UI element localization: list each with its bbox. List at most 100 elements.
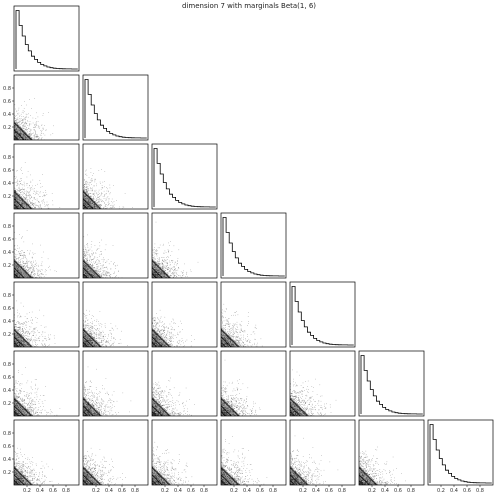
- scatter-point: [34, 266, 35, 267]
- scatter-point: [163, 273, 164, 274]
- scatter-point: [152, 249, 154, 251]
- scatter-point: [85, 183, 86, 184]
- scatter-point: [90, 330, 91, 332]
- scatter-point: [38, 138, 39, 139]
- scatter-point: [16, 181, 17, 183]
- scatter-point: [84, 200, 86, 201]
- scatter-point: [169, 268, 171, 269]
- scatter-point: [17, 266, 19, 267]
- scatter-point: [91, 205, 92, 206]
- scatter-point: [14, 256, 16, 258]
- scatter-point: [15, 344, 17, 346]
- y-tick-label: 0.4: [3, 319, 11, 325]
- scatter-point: [34, 129, 35, 131]
- scatter-point: [152, 254, 153, 255]
- scatter-point: [23, 273, 24, 275]
- scatter-point: [164, 274, 165, 275]
- scatter-point: [17, 342, 18, 343]
- scatter-point: [37, 191, 39, 192]
- scatter-point: [165, 267, 167, 269]
- scatter-point: [83, 202, 85, 204]
- scatter-point: [20, 204, 22, 206]
- scatter-point: [93, 206, 95, 207]
- scatter-point: [37, 194, 39, 196]
- scatter-point: [154, 249, 155, 250]
- scatter-point: [155, 273, 157, 275]
- scatter-point: [29, 134, 30, 136]
- scatter-point: [16, 138, 17, 140]
- scatter-point: [30, 344, 32, 346]
- scatter-point: [83, 341, 85, 343]
- scatter-point: [28, 138, 30, 140]
- scatter-point: [14, 270, 15, 271]
- scatter-point: [91, 206, 93, 207]
- scatter-point: [84, 275, 85, 276]
- scatter-point: [152, 276, 153, 278]
- scatter-point: [155, 253, 156, 254]
- scatter-point: [22, 187, 23, 189]
- scatter-point: [17, 130, 19, 131]
- scatter-point: [83, 274, 85, 276]
- scatter-point: [93, 273, 94, 275]
- scatter-point: [86, 344, 87, 346]
- scatter-point: [99, 242, 100, 243]
- scatter-point: [86, 256, 88, 258]
- scatter-point: [152, 266, 154, 268]
- scatter-point: [50, 134, 52, 136]
- scatter-point: [111, 204, 113, 206]
- scatter-point: [110, 268, 111, 270]
- scatter-point: [87, 260, 88, 262]
- scatter-point: [92, 271, 93, 273]
- scatter-point: [84, 201, 86, 203]
- scatter-point: [174, 261, 176, 263]
- scatter-point: [29, 346, 30, 347]
- scatter-point: [19, 276, 20, 278]
- y-tick-label: 0.8: [3, 86, 11, 92]
- scatter-point: [84, 203, 85, 204]
- scatter-point: [20, 204, 22, 205]
- scatter-point: [30, 202, 31, 203]
- scatter-point: [16, 192, 18, 194]
- scatter-point: [86, 205, 88, 206]
- scatter-point: [26, 129, 28, 130]
- scatter-point: [21, 131, 23, 133]
- scatter-point: [22, 119, 23, 121]
- scatter-point: [88, 339, 90, 341]
- scatter-point: [19, 270, 20, 272]
- scatter-point: [18, 330, 19, 332]
- scatter-point: [18, 188, 20, 189]
- scatter-point: [18, 261, 19, 262]
- scatter-point: [38, 206, 40, 208]
- scatter-point: [23, 336, 24, 338]
- scatter-point: [16, 342, 18, 343]
- scatter-point: [25, 138, 26, 140]
- scatter-point: [85, 191, 87, 192]
- scatter-point: [156, 277, 157, 278]
- scatter-point: [14, 132, 15, 133]
- scatter-point: [92, 175, 93, 176]
- scatter-point: [32, 331, 34, 333]
- scatter-point: [32, 266, 33, 267]
- scatter-point: [18, 276, 20, 278]
- scatter-point: [155, 264, 156, 265]
- scatter-point: [17, 333, 18, 335]
- scatter-point: [163, 276, 164, 277]
- scatter-point: [23, 111, 25, 112]
- scatter-point: [89, 253, 90, 255]
- scatter-point: [15, 273, 17, 274]
- scatter-point: [28, 267, 29, 268]
- scatter-point: [104, 203, 105, 204]
- scatter-point: [15, 132, 16, 133]
- scatter-point: [90, 269, 91, 270]
- scatter-point: [36, 265, 37, 267]
- scatter-point: [19, 342, 21, 344]
- scatter-point: [156, 270, 157, 272]
- scatter-point: [162, 274, 164, 275]
- scatter-point: [90, 203, 92, 205]
- scatter-point: [99, 198, 100, 200]
- scatter-point: [40, 274, 42, 275]
- scatter-point: [25, 325, 27, 326]
- scatter-point: [16, 332, 17, 333]
- scatter-point: [26, 338, 27, 339]
- scatter-point: [166, 274, 168, 276]
